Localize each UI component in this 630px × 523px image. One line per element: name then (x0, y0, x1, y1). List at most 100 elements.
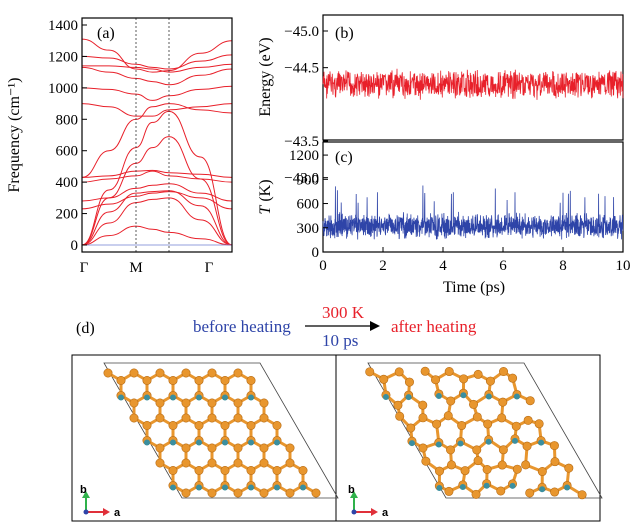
atom-b (469, 399, 479, 409)
a-y-ticks: 0 200 400 600 800 1000 1200 1400 (48, 18, 87, 254)
atom-b (155, 443, 165, 453)
panel-label-c: (c) (335, 149, 353, 166)
c-xtick-label: 8 (559, 258, 567, 274)
c-x-ticks: 0 2 4 6 8 10 (319, 247, 630, 274)
atom-b (460, 466, 470, 476)
a-xtick-m: M (129, 260, 142, 276)
atom-b (207, 458, 217, 468)
atom-b (233, 368, 243, 378)
atom-b (525, 488, 535, 498)
b-ytick-label: −45.0 (284, 24, 319, 40)
atom-n (300, 484, 306, 491)
phonon-band-13 (81, 66, 233, 86)
energy-series (322, 68, 624, 100)
atom-b (181, 458, 191, 468)
atom-b (155, 368, 165, 378)
atom-b (142, 375, 152, 385)
atom-b (446, 396, 456, 406)
atom-n (405, 394, 412, 401)
atom-b (472, 445, 482, 455)
phonon-band-8 (81, 136, 233, 246)
unit-cell-outline (103, 362, 339, 499)
axes-triad-left: b a (80, 484, 121, 519)
atom-b (473, 369, 483, 379)
atom-b (365, 367, 375, 377)
atom-b (194, 375, 204, 385)
atom-b (483, 419, 493, 429)
axis-label-b-right: b (348, 484, 355, 496)
panel-label-d: (d) (76, 320, 95, 337)
atom-b (168, 465, 178, 475)
phonon-band-2 (81, 197, 233, 246)
panel-d: (d) before heating 300 K 10 ps after hea… (71, 303, 603, 522)
atom-b (298, 465, 308, 475)
c-ytick-label: 300 (297, 221, 320, 237)
atom-b (259, 413, 269, 423)
phonon-band-15 (81, 54, 233, 70)
phonon-band-10 (81, 103, 233, 178)
atom-n (170, 394, 176, 401)
phonon-band-11 (81, 103, 233, 117)
atom-n (196, 394, 202, 401)
b-ytick-label: −43.0 (284, 171, 319, 187)
atom-b (459, 374, 469, 384)
atom-b (431, 375, 441, 385)
atom-b (395, 411, 405, 421)
atom-n (196, 484, 202, 491)
heating-temperature: 300 K (322, 303, 365, 322)
atom-n (457, 440, 464, 447)
phonon-band-1 (81, 225, 233, 246)
atom-n (539, 486, 546, 493)
c-y-axis-label: T (K) (257, 179, 274, 214)
atom-b (285, 443, 295, 453)
atom-b (246, 420, 256, 430)
phonon-band-7 (81, 169, 233, 178)
atom-n (170, 484, 176, 491)
atom-b (259, 458, 269, 468)
atom-b (434, 466, 444, 476)
atom-n (170, 439, 176, 446)
atom-b (525, 396, 535, 406)
phonon-band-3 (81, 190, 233, 246)
unit-cell-outline (367, 362, 603, 499)
atom-b (181, 488, 191, 498)
structure-after (365, 362, 603, 500)
atom-b (447, 460, 457, 470)
atom-b (129, 368, 139, 378)
heating-arrow-head (370, 321, 380, 331)
atom-b (207, 413, 217, 423)
atom-b (311, 488, 321, 498)
atom-b (472, 412, 482, 422)
heating-duration: 10 ps (322, 331, 358, 350)
after-heating-label: after heating (391, 317, 477, 336)
b-y-ticks: −45.0 −44.5 −43.0 −43.5 (284, 24, 328, 187)
phonon-band-12 (81, 85, 233, 101)
atom-b (233, 488, 243, 498)
c-y-ticks: 0 300 600 900 1200 (289, 148, 328, 261)
atom-n (564, 484, 571, 491)
atom-b (550, 457, 560, 467)
atom-b (511, 421, 521, 431)
axis-label-a-left: a (114, 507, 121, 519)
atom-b (142, 420, 152, 430)
atom-b (246, 375, 256, 385)
a-ytick-label: 0 (71, 238, 79, 254)
atom-b (194, 420, 204, 430)
atom-b (168, 420, 178, 430)
atom-n (248, 484, 254, 491)
atom-b (272, 420, 282, 430)
phonon-bands (81, 38, 233, 246)
atom-b (420, 366, 430, 376)
a-ytick-label: 1400 (48, 18, 78, 34)
c-xtick-label: 6 (499, 258, 507, 274)
atom-b (521, 460, 531, 470)
c-ytick-label: 600 (297, 197, 320, 213)
atom-b (233, 443, 243, 453)
c-ytick-label: 1200 (289, 148, 319, 164)
atom-n (222, 484, 228, 491)
atom-n (435, 441, 442, 448)
atom-b (418, 413, 428, 423)
atom-b (181, 398, 191, 408)
atom-b (549, 441, 559, 451)
